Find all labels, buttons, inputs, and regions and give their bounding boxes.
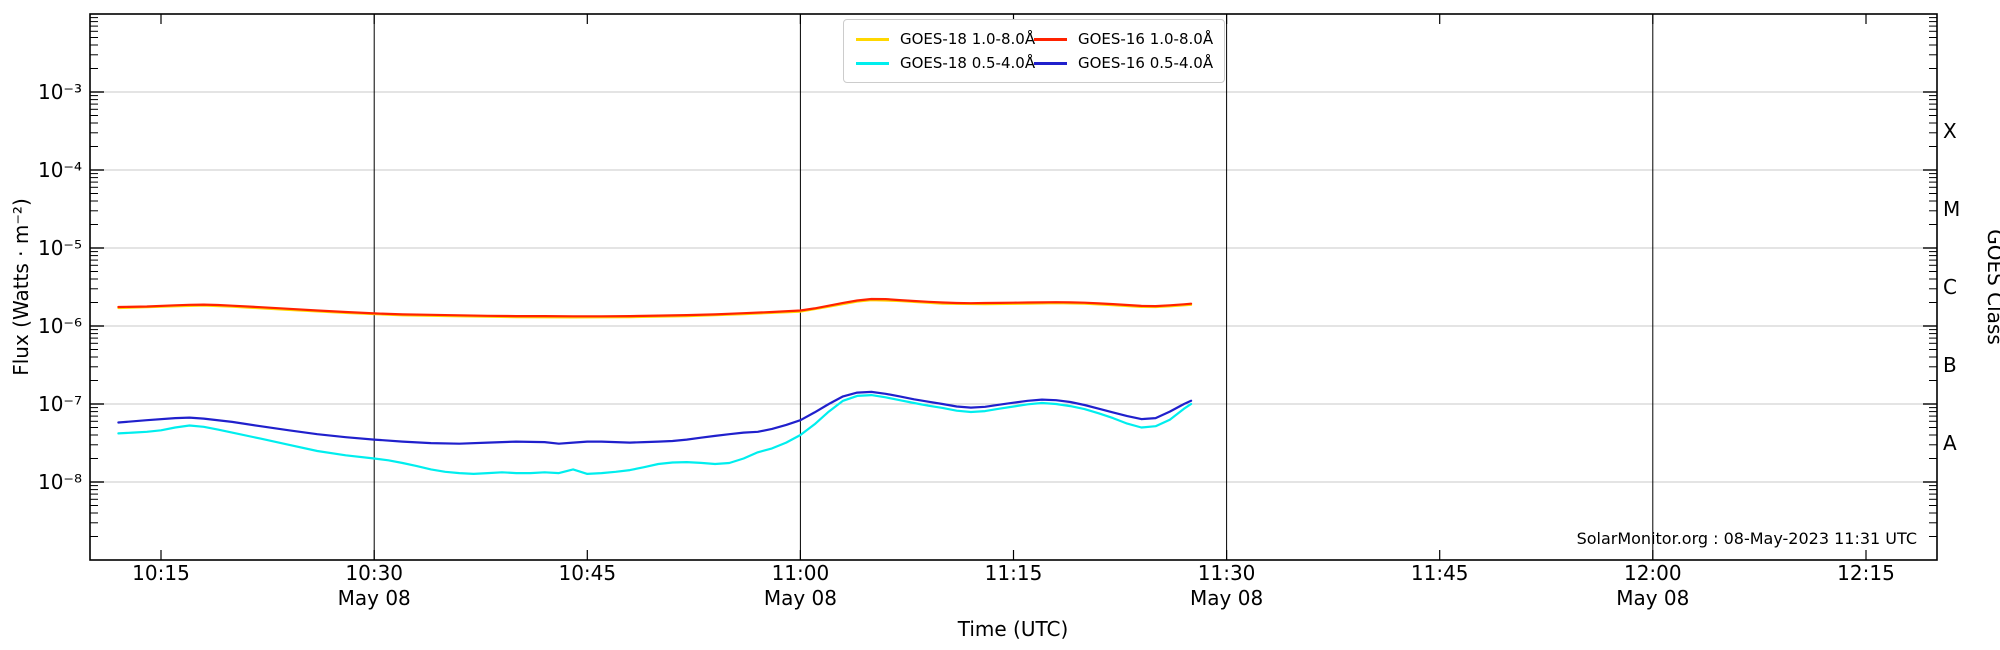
legend: GOES-18 1.0-8.0Å GOES-18 0.5-4.0Å GOES-1…	[843, 19, 1225, 83]
legend-item-goes16-short: GOES-16 0.5-4.0Å	[1034, 53, 1214, 72]
x-day-label: May 08	[1190, 586, 1263, 610]
goes-class-label-C: C	[1943, 275, 1957, 299]
y-tick-label: 10⁻⁷	[38, 392, 82, 416]
x-tick-label: 10:45	[558, 561, 616, 585]
legend-swatch-goes18-short	[856, 61, 889, 65]
legend-item-goes18-short: GOES-18 0.5-4.0Å	[856, 53, 1036, 72]
legend-label: GOES-18 0.5-4.0Å	[900, 53, 1036, 72]
legend-item-goes16-long: GOES-16 1.0-8.0Å	[1034, 29, 1214, 48]
goes-class-label-X: X	[1943, 119, 1957, 143]
x-tick-label: 11:00	[772, 561, 830, 585]
goes-class-label-B: B	[1943, 353, 1957, 377]
x-tick-label: 11:45	[1411, 561, 1469, 585]
series-line-2	[117, 297, 1193, 318]
x-tick-label: 10:30	[345, 561, 403, 585]
y-tick-label: 10⁻⁵	[38, 236, 82, 260]
x-day-label: May 08	[1616, 586, 1689, 610]
x-day-label: May 08	[764, 586, 837, 610]
series-line-1	[117, 394, 1193, 475]
x-day-label: May 08	[338, 586, 411, 610]
watermark: SolarMonitor.org : 08-May-2023 11:31 UTC	[1577, 529, 1917, 548]
x-axis-title: Time (UTC)	[957, 617, 1069, 641]
goes-class-label-A: A	[1943, 431, 1957, 455]
right-axis-title: GOES Class	[1983, 229, 2000, 345]
y-tick-label: 10⁻³	[38, 80, 82, 104]
x-tick-label: 11:30	[1198, 561, 1256, 585]
legend-swatch-goes16-long	[1034, 37, 1067, 41]
y-tick-label: 10⁻⁸	[38, 470, 82, 494]
goes-class-label-M: M	[1943, 197, 1960, 221]
x-tick-label: 12:15	[1837, 561, 1895, 585]
x-tick-label: 11:15	[985, 561, 1043, 585]
x-tick-label: 12:00	[1624, 561, 1682, 585]
y-tick-label: 10⁻⁶	[38, 314, 82, 338]
series-line-3	[117, 390, 1193, 445]
y-axis-title: Flux (Watts · m⁻²)	[9, 198, 33, 376]
y-tick-label: 10⁻⁴	[38, 158, 82, 182]
legend-label: GOES-16 0.5-4.0Å	[1078, 53, 1214, 72]
legend-label: GOES-18 1.0-8.0Å	[900, 29, 1036, 48]
legend-item-goes18-long: GOES-18 1.0-8.0Å	[856, 29, 1036, 48]
x-tick-label: 10:15	[132, 561, 190, 585]
legend-swatch-goes16-short	[1034, 61, 1067, 65]
legend-swatch-goes18-long	[856, 37, 889, 41]
plot-border	[89, 13, 1938, 561]
legend-label: GOES-16 1.0-8.0Å	[1078, 29, 1214, 48]
